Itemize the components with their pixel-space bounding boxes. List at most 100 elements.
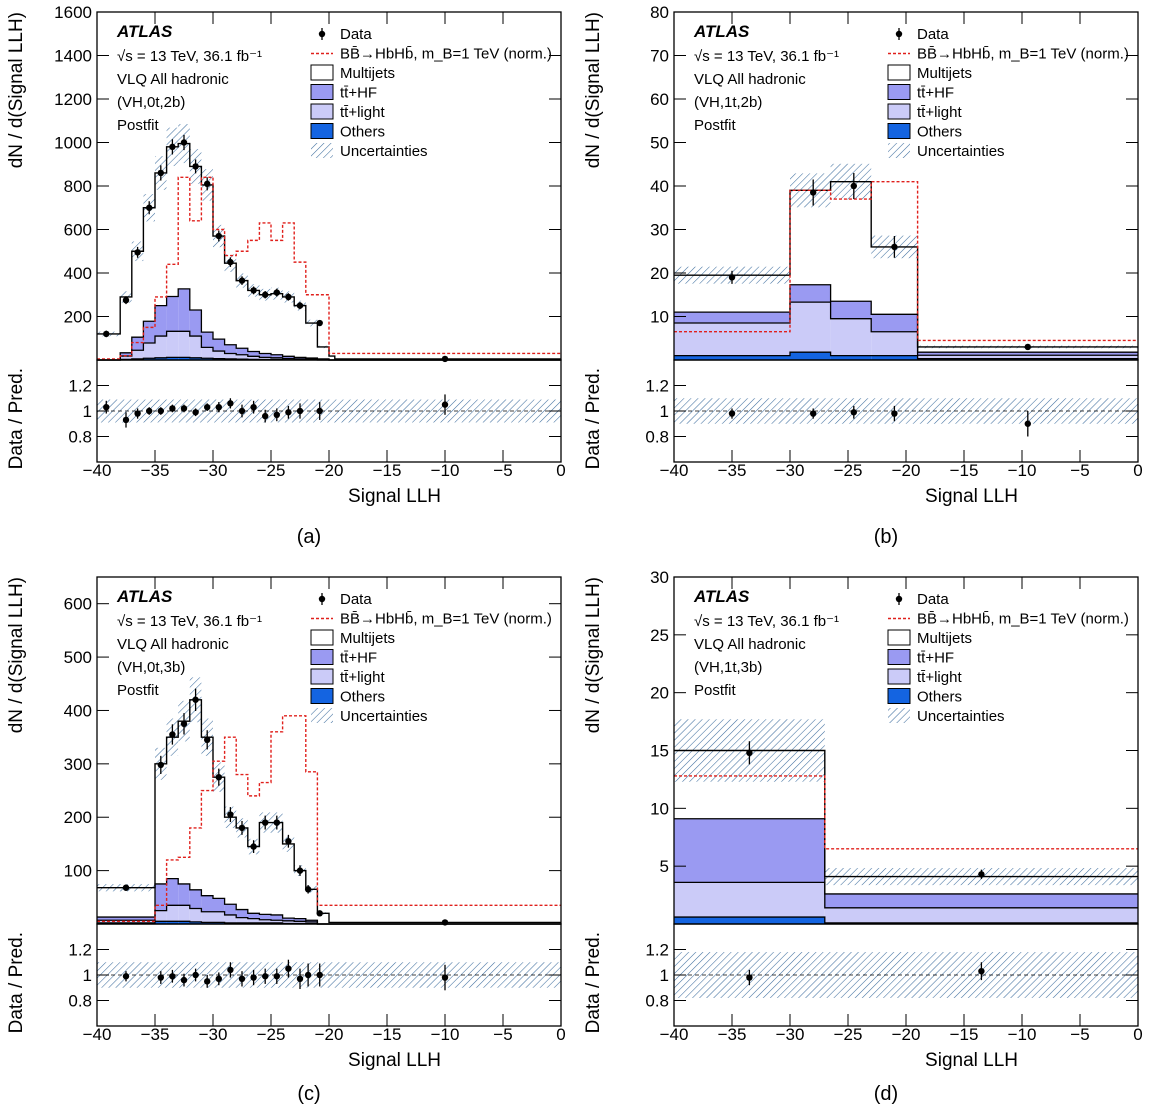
legend-swatch xyxy=(310,84,334,100)
legend-swatch xyxy=(887,668,911,685)
x-axis-label: Signal LLH xyxy=(348,486,441,507)
data-point xyxy=(180,139,188,146)
multijets-bar xyxy=(143,207,155,322)
legend-entry: tt̄+HF xyxy=(340,650,377,667)
multijets-bar xyxy=(120,296,132,353)
ratio-point xyxy=(316,971,323,979)
data-point xyxy=(204,180,211,188)
ttlight-bar xyxy=(830,318,872,356)
tthf-bar xyxy=(236,909,248,918)
ttlight-bar xyxy=(155,910,167,922)
y-tick-label: 100 xyxy=(64,862,92,881)
tthf-bar xyxy=(189,309,202,337)
multijets-bar xyxy=(294,870,306,919)
info-line: Postfit xyxy=(117,117,160,134)
data-point xyxy=(204,736,211,744)
ratio-y-tick-label: 1.2 xyxy=(68,377,92,396)
legend-entry: Others xyxy=(340,124,385,141)
tthf-bar xyxy=(155,305,167,337)
others-bar xyxy=(189,357,202,360)
y-tick-label: 20 xyxy=(650,264,669,283)
ttlight-bar xyxy=(120,356,132,360)
ttlight-bar xyxy=(224,914,237,923)
legend-swatch xyxy=(887,629,911,646)
ttlight-bar xyxy=(178,331,190,358)
ratio-point xyxy=(850,409,857,416)
x-tick-label: −5 xyxy=(1070,1025,1089,1044)
multijets-bar xyxy=(305,323,318,359)
others-bar xyxy=(213,922,225,924)
y-tick-label: 60 xyxy=(650,90,669,109)
x-tick-label: −20 xyxy=(892,1025,921,1044)
legend-marker-data xyxy=(895,30,903,38)
multijets-bar xyxy=(97,887,155,918)
tthf-bar xyxy=(294,918,306,922)
data-point xyxy=(296,302,304,309)
ratio-point xyxy=(1024,420,1032,427)
legend-swatch xyxy=(887,84,911,100)
ttlight-bar xyxy=(189,336,202,358)
info-line: √s = 13 TeV, 36.1 fb⁻¹ xyxy=(694,613,839,630)
others-bar xyxy=(790,352,831,360)
ratio-axis-label: Data / Pred. xyxy=(583,932,604,1033)
y-tick-label: 1000 xyxy=(54,134,92,153)
legend-entry: Uncertainties xyxy=(917,708,1005,725)
y-axis-label: dN / d(Signal LLH) xyxy=(583,12,604,168)
tthf-bar xyxy=(166,296,179,332)
data-point xyxy=(146,204,153,211)
panel-a: 200 400 600 800 1000 1200 1400 1600 0.8 1 1.2 −40 −3… xyxy=(6,3,566,548)
legend-entry: Uncertainties xyxy=(340,143,428,160)
tthf-bar xyxy=(271,354,283,358)
signal-line xyxy=(674,180,1138,342)
y-tick-label: 10 xyxy=(650,308,669,327)
multijets-bar xyxy=(329,356,335,360)
panel-caption: (a) xyxy=(297,526,321,548)
x-tick-label: −40 xyxy=(660,461,689,480)
tthf-bar xyxy=(224,904,237,915)
multijets-bar xyxy=(236,827,248,910)
y-tick-label: 80 xyxy=(650,3,669,22)
legend-entry: Multijets xyxy=(917,65,972,82)
y-tick-label: 50 xyxy=(650,134,669,153)
x-tick-label: −40 xyxy=(83,461,112,480)
legend-entry: tt̄+light xyxy=(340,104,385,121)
legend-entry: BB̄→HbHb̄, m_B=1 TeV (norm.) xyxy=(917,46,1129,63)
x-tick-label: 0 xyxy=(556,461,565,480)
y-tick-label: 300 xyxy=(64,755,92,774)
x-tick-label: −35 xyxy=(141,1025,170,1044)
y-tick-label: 600 xyxy=(64,221,92,240)
stack-light-outline xyxy=(97,904,561,925)
signal-line xyxy=(97,176,561,360)
tthf-bar xyxy=(271,914,283,921)
others-bar xyxy=(871,355,918,360)
data-point xyxy=(157,761,164,769)
multijets-bar xyxy=(247,846,260,914)
panel-caption: (d) xyxy=(874,1083,898,1105)
legend-entry: Multijets xyxy=(917,630,972,647)
x-tick-label: −20 xyxy=(315,1025,344,1044)
multijets-bar xyxy=(166,737,179,879)
y-tick-label: 400 xyxy=(64,264,92,283)
ratio-point xyxy=(273,411,280,419)
panel-caption: (b) xyxy=(874,526,898,548)
ratio-y-tick-label: 0.8 xyxy=(645,992,669,1011)
multijets-bar xyxy=(166,146,179,297)
legend-entry: Others xyxy=(340,689,385,706)
tthf-bar xyxy=(224,344,237,354)
legend-swatch xyxy=(888,708,910,723)
info-line: Postfit xyxy=(694,117,737,134)
panel-caption: (c) xyxy=(297,1083,320,1105)
tthf-bar xyxy=(305,920,318,922)
legend-entry: Data xyxy=(340,26,372,43)
ttlight-bar xyxy=(155,336,167,358)
x-tick-label: −30 xyxy=(776,461,805,480)
ttlight-bar xyxy=(201,911,213,923)
ratio-point xyxy=(122,416,130,424)
tthf-bar xyxy=(97,917,155,921)
ratio-point xyxy=(978,967,985,975)
tthf-bar xyxy=(143,321,155,344)
ratio-point xyxy=(192,971,199,979)
x-tick-label: −25 xyxy=(834,1025,863,1044)
tthf-bar xyxy=(282,918,295,921)
ratio-point xyxy=(169,405,176,412)
